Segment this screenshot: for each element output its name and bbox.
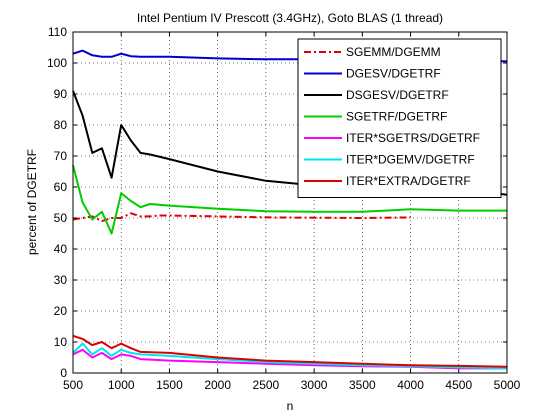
- y-tick-label: 30: [54, 273, 68, 287]
- legend-label: ITER*SGETRS/DGETRF: [346, 131, 480, 145]
- x-tick-label: 2500: [253, 378, 280, 392]
- y-tick-label: 20: [54, 304, 68, 318]
- legend: SGEMM/DGEMM DGESV/DGETRF DSGESV/DGETRF SGET…: [297, 38, 502, 198]
- x-tick-label: 1500: [156, 378, 183, 392]
- series-line-6: [72, 342, 508, 370]
- y-tick-label: 70: [54, 149, 68, 163]
- grid: [73, 32, 507, 373]
- y-tick-label: 40: [54, 242, 68, 256]
- x-tick-label: 2000: [204, 378, 231, 392]
- x-axis-label: n: [287, 399, 294, 413]
- legend-label: DSGESV/DGETRF: [346, 88, 449, 102]
- x-tick-label: 5000: [494, 378, 521, 392]
- x-tick-label: 3500: [349, 378, 376, 392]
- y-tick-label: 60: [54, 180, 68, 194]
- x-tick-label: 500: [63, 378, 83, 392]
- axis-ticks: 500 1000 1500 2000 2500 3000 3500 4000 4500 5000 0…: [47, 25, 521, 392]
- legend-box: [297, 38, 502, 198]
- y-axis-label: percent of DGETRF: [25, 149, 39, 255]
- series-line-1: [72, 212, 411, 223]
- x-tick-label: 4500: [445, 378, 472, 392]
- y-tick-label: 110: [48, 25, 67, 39]
- y-tick-label: 10: [54, 335, 68, 349]
- series-line-4: [72, 165, 507, 235]
- legend-label: ITER*EXTRA/DGETRF: [346, 174, 471, 188]
- y-tick-label: 50: [54, 211, 68, 225]
- legend-label: SGETRF/DGETRF: [346, 110, 447, 124]
- series-line-7: [72, 334, 508, 368]
- y-tick-label: 100: [47, 56, 67, 70]
- legend-label: DGESV/DGETRF: [346, 67, 441, 81]
- x-tick-label: 1000: [108, 378, 135, 392]
- plot-frame: [72, 31, 508, 374]
- legend-label: ITER*DGEMV/DGETRF: [346, 153, 475, 167]
- x-tick-label: 4000: [397, 378, 424, 392]
- legend-label: SGEMM/DGEMM: [346, 45, 441, 59]
- y-tick-label: 0: [60, 366, 67, 380]
- x-tick-label: 3000: [301, 378, 328, 392]
- y-tick-label: 90: [54, 87, 68, 101]
- y-tick-label: 80: [54, 118, 68, 132]
- chart-title: Intel Pentium IV Prescott (3.4GHz), Goto…: [137, 11, 443, 25]
